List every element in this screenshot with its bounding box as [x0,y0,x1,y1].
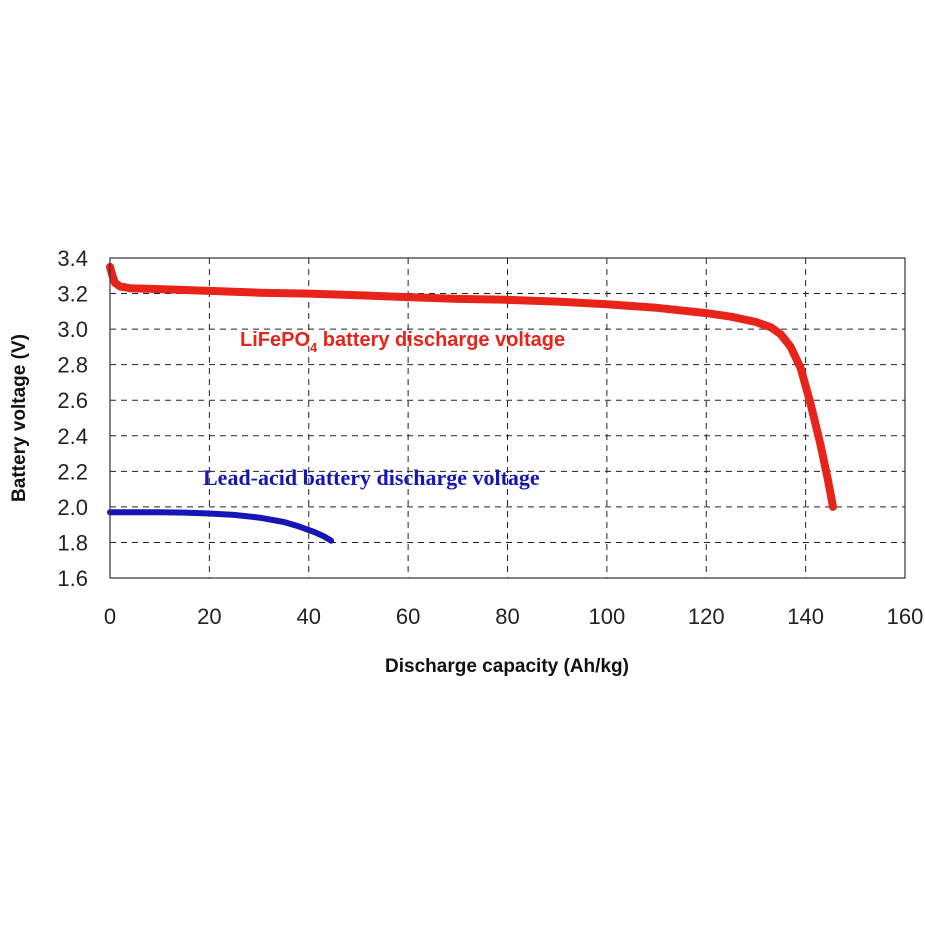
y-tick-label: 1.6 [57,566,88,591]
y-tick-label: 2.2 [57,459,88,484]
lifepo4-discharge-line [106,262,837,511]
x-tick-label: 80 [495,604,519,629]
x-axis-label: Discharge capacity (Ah/kg) [385,656,629,677]
x-tick-label: 100 [589,604,626,629]
x-tick-label: 140 [787,604,824,629]
y-tick-label: 2.0 [57,495,88,520]
y-tick-label: 2.4 [57,424,88,449]
lead-acid-annotation: Lead-acid battery discharge voltage [203,465,540,490]
y-tick-label: 2.6 [57,388,88,413]
grid-lines [110,258,905,578]
y-tick-labels: 1.6 1.8 2.0 2.2 2.4 2.6 2.8 3.0 3.2 3.4 [57,246,88,591]
plot-border [109,257,906,579]
x-tick-label: 160 [887,604,924,629]
x-tick-label: 40 [297,604,321,629]
y-tick-label: 3.4 [57,246,88,271]
y-tick-label: 1.8 [57,530,88,555]
lifepo4-annotation-rest: battery discharge voltage [317,329,565,351]
y-tick-label: 3.0 [57,317,88,342]
y-tick-label: 3.2 [57,282,88,307]
data-series [106,262,837,544]
lifepo4-annotation: LiFePO4 battery discharge voltage [240,329,565,355]
lifepo4-subscript: 4 [310,340,318,355]
x-tick-label: 20 [197,604,221,629]
lead-acid-discharge-line [107,509,335,544]
y-axis-label: Battery voltage (V) [9,334,30,502]
x-tick-label: 0 [104,604,116,629]
x-tick-label: 120 [688,604,725,629]
y-tick-label: 2.8 [57,353,88,378]
x-tick-labels: 0 20 40 60 80 100 120 140 160 [104,604,923,629]
x-tick-label: 60 [396,604,420,629]
